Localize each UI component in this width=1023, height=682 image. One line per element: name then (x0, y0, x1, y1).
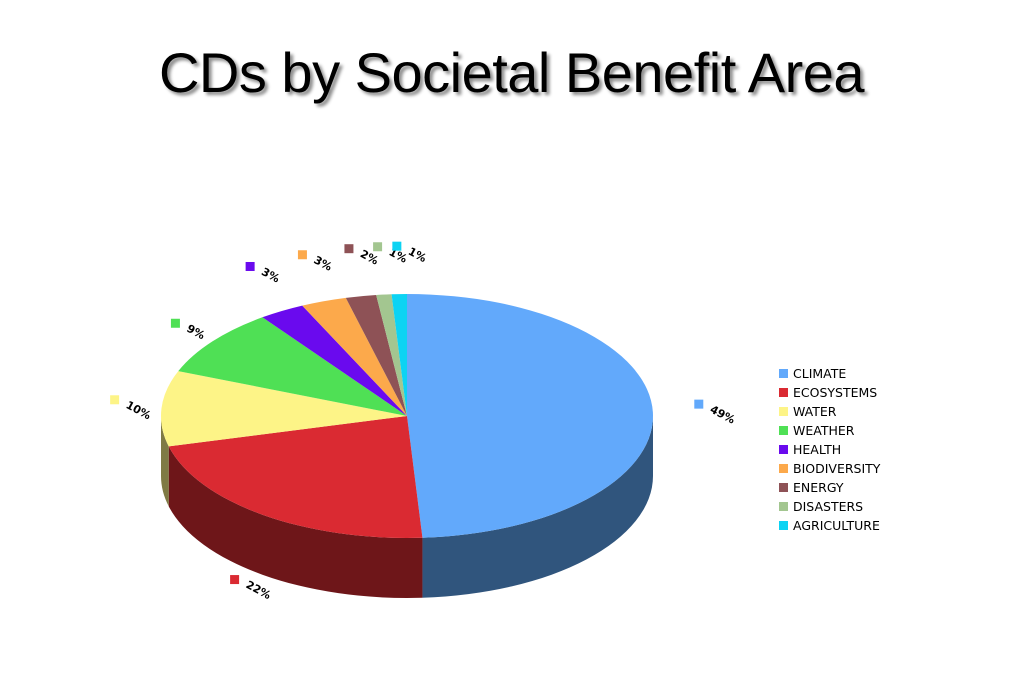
pie-slices (160, 294, 654, 538)
legend-label: DISASTERS (793, 499, 864, 514)
pie-side-climate (422, 416, 653, 598)
pie-slice-disasters (376, 294, 407, 416)
data-label-climate: 49% (708, 403, 737, 427)
data-label-marker-agriculture (392, 241, 402, 251)
pie-side-water (161, 416, 169, 507)
legend-swatch (779, 388, 788, 397)
legend-swatch (779, 502, 788, 511)
legend-item-weather: WEATHER (779, 421, 880, 440)
legend-label: WEATHER (793, 423, 855, 438)
data-label-agriculture: 1% (406, 245, 429, 265)
legend-swatch (779, 521, 788, 530)
data-label-water: 10% (124, 398, 153, 422)
data-label-marker-weather (170, 318, 180, 328)
legend-swatch (779, 426, 788, 435)
pie-side-ecosystems (168, 446, 423, 598)
data-label-marker-disasters (373, 242, 383, 252)
data-label-biodiversity: 3% (312, 253, 335, 273)
pie-slice-agriculture (391, 294, 407, 416)
legend-item-energy: ENERGY (779, 478, 880, 497)
data-label-marker-climate (694, 399, 704, 409)
pie-slice-climate (407, 294, 654, 538)
legend-label: ENERGY (793, 480, 844, 495)
chart-title: CDs by Societal Benefit Area (158, 41, 865, 104)
legend-item-climate: CLIMATE (779, 364, 880, 383)
data-label-marker-water (110, 395, 120, 405)
pie-sides (161, 416, 653, 598)
pie-slice-biodiversity (302, 297, 407, 416)
data-label-marker-ecosystems (230, 575, 240, 585)
legend: CLIMATE ECOSYSTEMS WATER WEATHER HEALTH BIODI… (779, 364, 880, 535)
data-label-marker-biodiversity (297, 250, 307, 260)
legend-item-biodiversity: BIODIVERSITY (779, 459, 880, 478)
legend-label: ECOSYSTEMS (793, 385, 878, 400)
legend-item-ecosystems: ECOSYSTEMS (779, 383, 880, 402)
pie-slice-health (262, 305, 407, 416)
pie-slice-energy (345, 294, 407, 416)
data-label-marker-health (245, 261, 255, 271)
legend-item-health: HEALTH (779, 440, 880, 459)
legend-item-agriculture: AGRICULTURE (779, 516, 880, 535)
legend-swatch (779, 407, 788, 416)
legend-label: CLIMATE (793, 366, 847, 381)
legend-swatch (779, 483, 788, 492)
pie-slice-ecosystems (168, 416, 423, 538)
legend-label: WATER (793, 404, 837, 419)
pie-slice-water (160, 371, 407, 447)
pie-slice-weather (178, 317, 407, 416)
legend-swatch (779, 464, 788, 473)
data-label-weather: 9% (185, 322, 208, 342)
data-label-health: 3% (259, 265, 282, 285)
legend-label: BIODIVERSITY (793, 461, 881, 476)
data-label-ecosystems: 22% (244, 578, 273, 602)
legend-label: AGRICULTURE (793, 518, 880, 533)
legend-swatch (779, 445, 788, 454)
data-label-marker-energy (344, 244, 354, 254)
legend-item-water: WATER (779, 402, 880, 421)
legend-item-disasters: DISASTERS (779, 497, 880, 516)
legend-swatch (779, 369, 788, 378)
legend-label: HEALTH (793, 442, 842, 457)
